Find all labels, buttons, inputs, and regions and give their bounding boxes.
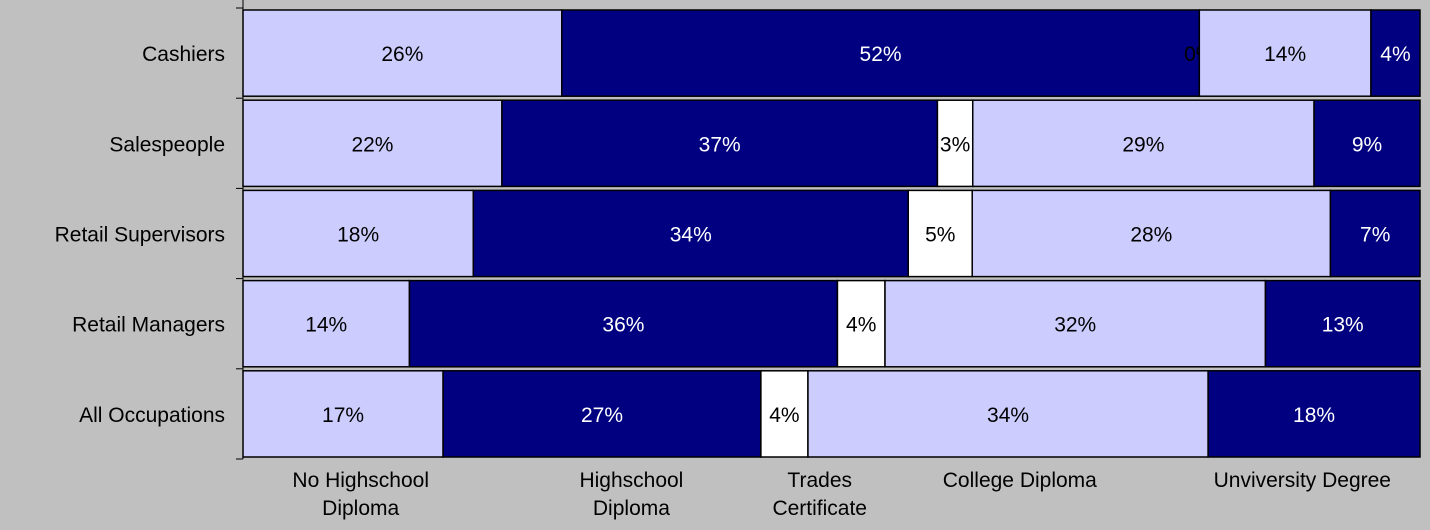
legend-entry-label: Unviversity Degree [1214, 469, 1391, 492]
bar-segment [242, 99, 503, 188]
bar-segment [1198, 9, 1372, 97]
y-tick-label: Retail Managers [72, 314, 225, 337]
bar-segment [1370, 9, 1421, 97]
data-label: 27% [581, 404, 623, 427]
data-label: 26% [381, 43, 423, 66]
data-label: 52% [860, 43, 902, 66]
data-label: 18% [337, 224, 379, 247]
data-label: 4% [769, 404, 799, 427]
bar-segment [907, 189, 973, 278]
data-label: 4% [846, 314, 876, 337]
data-label: 14% [305, 314, 347, 337]
data-label: 29% [1122, 133, 1164, 156]
data-label: 13% [1322, 314, 1364, 337]
bar-segment [971, 99, 1315, 188]
bar-segment [971, 189, 1332, 278]
data-label: 32% [1054, 314, 1096, 337]
bar-segment [1264, 279, 1421, 368]
bar-segment [242, 189, 475, 278]
legend-entry-label: Certificate [772, 497, 867, 520]
data-label: 37% [699, 133, 741, 156]
legend-entry-label: Diploma [322, 497, 399, 520]
data-label: 4% [1380, 43, 1410, 66]
bar-segment [1313, 99, 1421, 188]
bar-segment [807, 370, 1209, 458]
data-label: 36% [602, 314, 644, 337]
bar-segment [561, 9, 1201, 97]
bar-segment [242, 279, 411, 368]
y-tick-label: Retail Supervisors [55, 224, 225, 247]
data-label: 5% [925, 224, 955, 247]
bar-segment [501, 99, 939, 188]
bar-segment [884, 279, 1267, 368]
y-tick-label: Salespeople [109, 133, 225, 156]
bar-segment [242, 9, 563, 97]
legend-entry-label: Trades [787, 469, 852, 492]
bar-segment [1207, 370, 1421, 458]
bar-segment [936, 99, 974, 188]
data-label: 9% [1352, 133, 1382, 156]
data-label: 28% [1130, 224, 1172, 247]
legend-entry-label: Highschool [579, 469, 683, 492]
data-label: 34% [987, 404, 1029, 427]
y-tick-label: Cashiers [142, 43, 225, 66]
data-label: 3% [940, 133, 970, 156]
y-tick-label: All Occupations [79, 404, 225, 427]
bar-segment [242, 370, 444, 458]
bar-segment [1329, 189, 1421, 278]
legend-entry-label: No Highschool [292, 469, 429, 492]
data-label: 17% [322, 404, 364, 427]
data-label: 34% [670, 224, 712, 247]
bar-segment [472, 189, 910, 278]
data-label: 14% [1264, 43, 1306, 66]
legend-entry-label: Diploma [593, 497, 670, 520]
bar-segment [408, 279, 839, 368]
bar-segment [442, 370, 762, 458]
data-label: 18% [1293, 404, 1335, 427]
data-label: 22% [351, 133, 393, 156]
bar-segment [836, 279, 886, 368]
legend-entry-label: College Diploma [943, 469, 1097, 492]
data-label: 7% [1360, 224, 1390, 247]
